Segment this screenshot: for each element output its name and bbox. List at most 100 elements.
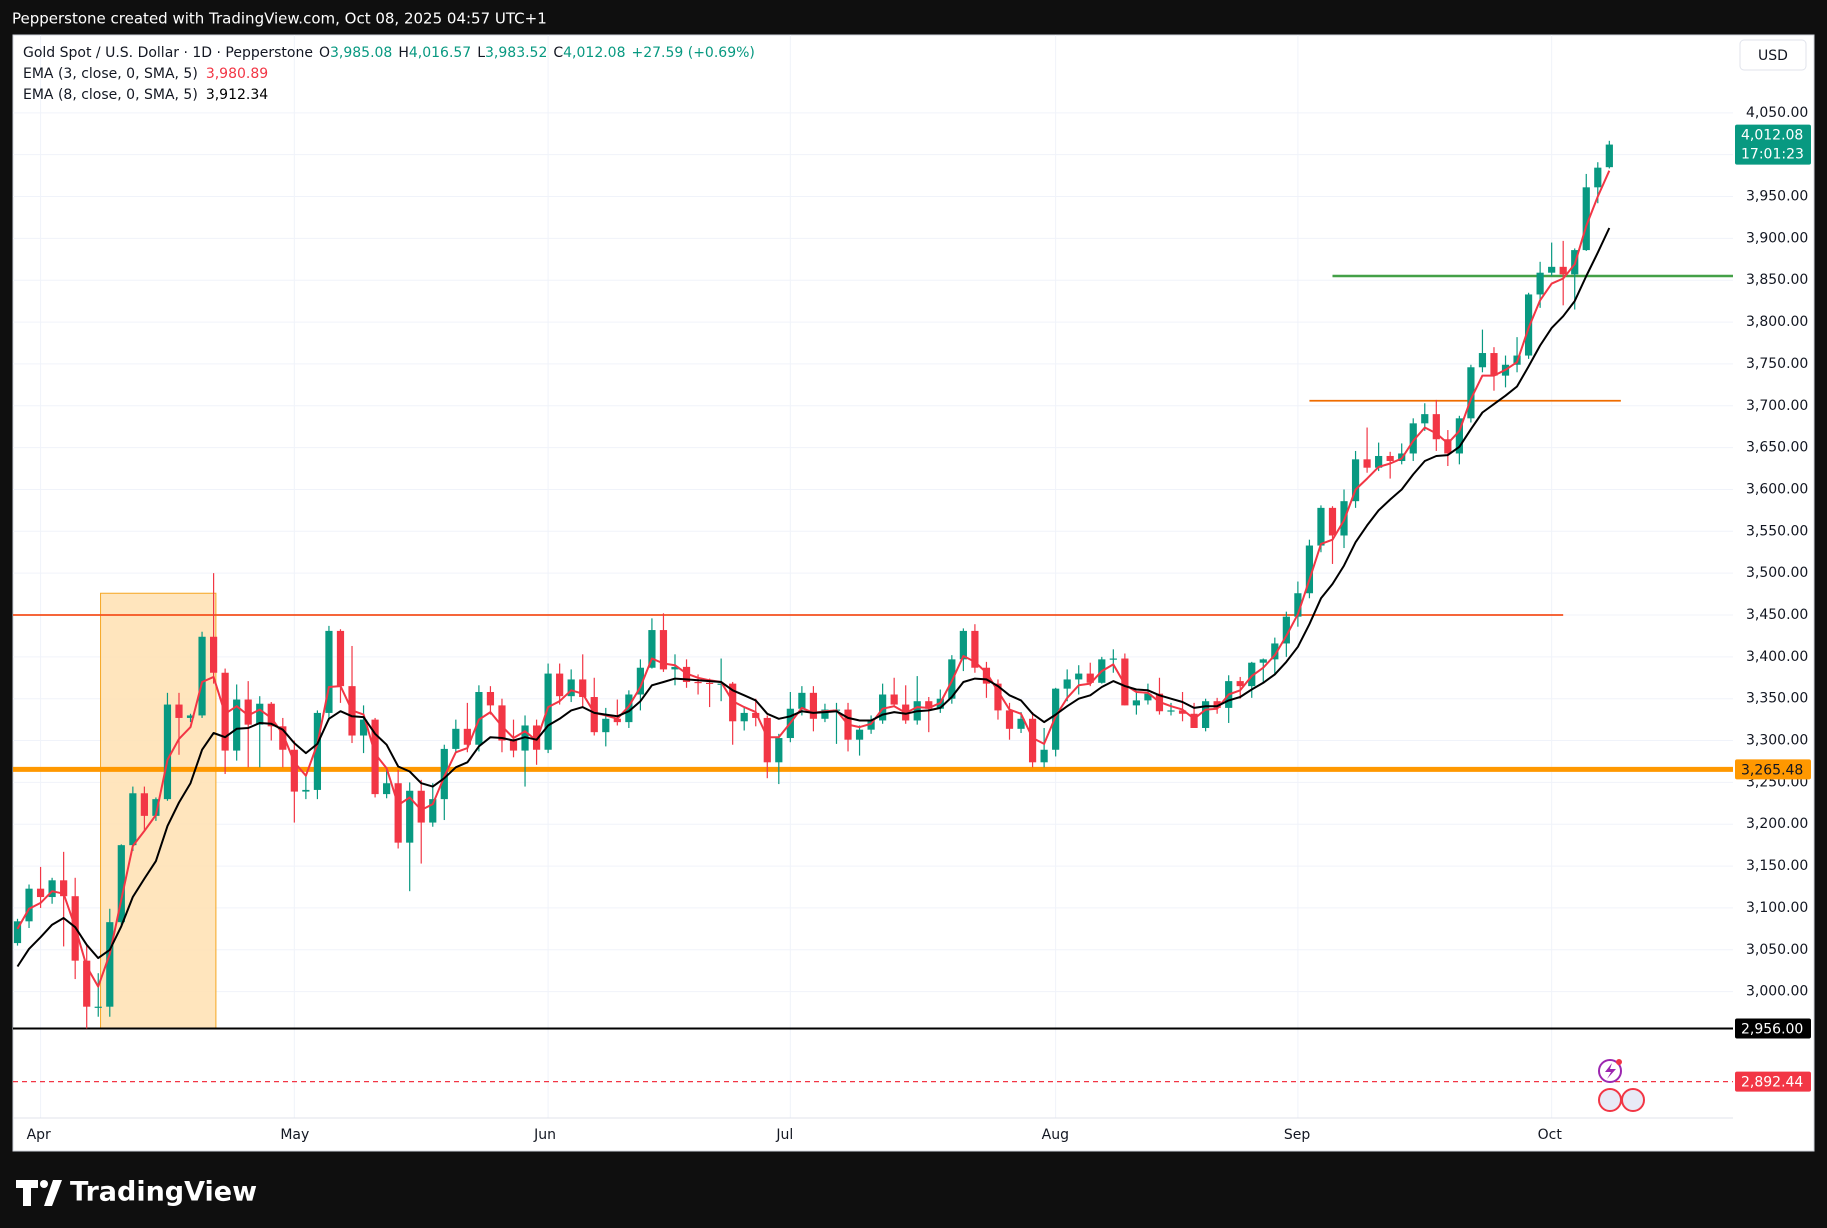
candle-body [567,679,575,697]
candle-body [1455,418,1463,454]
candle-body [717,683,725,685]
chart-panel [12,34,1815,1152]
y-tick-label: 3,450.00 [1746,607,1808,623]
candle-body [613,718,621,723]
candle-body [336,630,345,687]
candle-body [302,789,310,792]
legend: Gold Spot / U.S. Dollar · 1D · Peppersto… [23,45,755,103]
candle-body [544,673,552,750]
candle-body [1490,353,1498,376]
candle-body [1178,710,1187,714]
candle-body [1190,713,1198,728]
candle-body [925,701,933,709]
price-axis-bg [1733,36,1813,1119]
y-tick-label: 3,300.00 [1746,733,1808,749]
candle-body [752,712,760,718]
candle-body [867,720,875,730]
footer-logo: TradingView [16,1177,257,1208]
y-tick-label: 3,650.00 [1746,440,1808,456]
candle-body [325,630,333,713]
candle-body [971,630,979,668]
candle-body [1559,266,1567,275]
legend-name: EMA (8, close, 0, SMA, 5) [23,87,198,103]
event-icons [1598,1059,1645,1112]
currency-label[interactable]: USD [1758,48,1788,64]
y-tick-label: 3,950.00 [1746,189,1808,205]
price-line-label: 2,956.00 [1741,1021,1803,1037]
event-dot [1616,1059,1622,1065]
x-tick-label: May [280,1127,309,1143]
candle-body [1028,718,1037,763]
candle-body [1132,700,1140,706]
candle-body [1236,681,1244,687]
candle-body [25,888,33,922]
candle-body [1282,616,1290,644]
candle-body [1259,659,1267,663]
candle-body [36,888,45,898]
legend-value: 3,980.89 [206,66,268,82]
flag-icon [1598,1088,1622,1112]
ema-legend: EMA (3, close, 0, SMA, 5) 3,980.89 [23,66,268,82]
candle-body [821,709,829,719]
candle-body [256,703,264,725]
y-tick-label: 3,850.00 [1746,272,1808,288]
candle-body [740,712,748,722]
ema-legend: EMA (8, close, 0, SMA, 5) 3,912.34 [23,87,268,103]
candle-body [1052,688,1060,750]
candle-body [1202,701,1210,728]
candle-body [1467,367,1475,419]
candle-body [175,704,183,718]
x-tick-label: Jul [775,1127,793,1143]
candle-body [406,790,414,843]
candle-body [775,738,783,763]
candle-body [60,880,68,897]
logo-mark [16,1180,38,1206]
candle-body [1063,679,1071,689]
candle-body [371,719,379,795]
candle-body [186,715,195,718]
price-line-label-bg [1735,1071,1811,1092]
candle-body [1594,167,1602,188]
y-tick-label: 3,750.00 [1746,356,1808,372]
top-bar-text: Pepperstone created with TradingView.com… [12,10,547,28]
candle-body [1305,545,1314,594]
candle-body [129,793,137,846]
candle-body [855,729,864,740]
candle-body [1386,455,1394,462]
candle-body [1213,701,1221,708]
candle-body [1144,693,1152,701]
last-price-bg [1735,124,1811,165]
last-price-label: 4,012.08 [1741,128,1803,144]
y-tick-label: 3,500.00 [1746,565,1808,581]
y-tick-label: 3,700.00 [1746,398,1808,414]
candle-body [579,679,587,698]
candle-body [556,673,564,697]
x-tick-label: Sep [1284,1127,1311,1143]
y-tick-label: 4,050.00 [1746,105,1808,121]
candle-body [394,783,402,843]
price-line-label-bg [1735,759,1811,780]
logo-mark [44,1180,62,1206]
candle-body [13,921,22,944]
candle-body [706,682,714,684]
y-tick-label: 3,600.00 [1746,481,1808,497]
symbol-title: Gold Spot / U.S. Dollar · 1D · Peppersto… [23,45,313,61]
candle-body [602,718,610,733]
candle-body [1317,507,1325,546]
candle-body [763,717,771,763]
candle-body [452,728,460,749]
candle-body [1605,144,1613,168]
candle-body [1167,710,1175,712]
y-tick-label: 3,400.00 [1746,649,1808,665]
candle-body [1248,662,1256,687]
currency-button[interactable] [1739,39,1807,71]
candle-body [383,783,391,795]
candle-body [1478,353,1487,368]
candle-body [48,880,56,898]
y-tick-label: 3,000.00 [1746,984,1808,1000]
candle-body [94,1006,102,1008]
candle-body [198,636,206,716]
y-tick-label: 3,800.00 [1746,314,1808,330]
